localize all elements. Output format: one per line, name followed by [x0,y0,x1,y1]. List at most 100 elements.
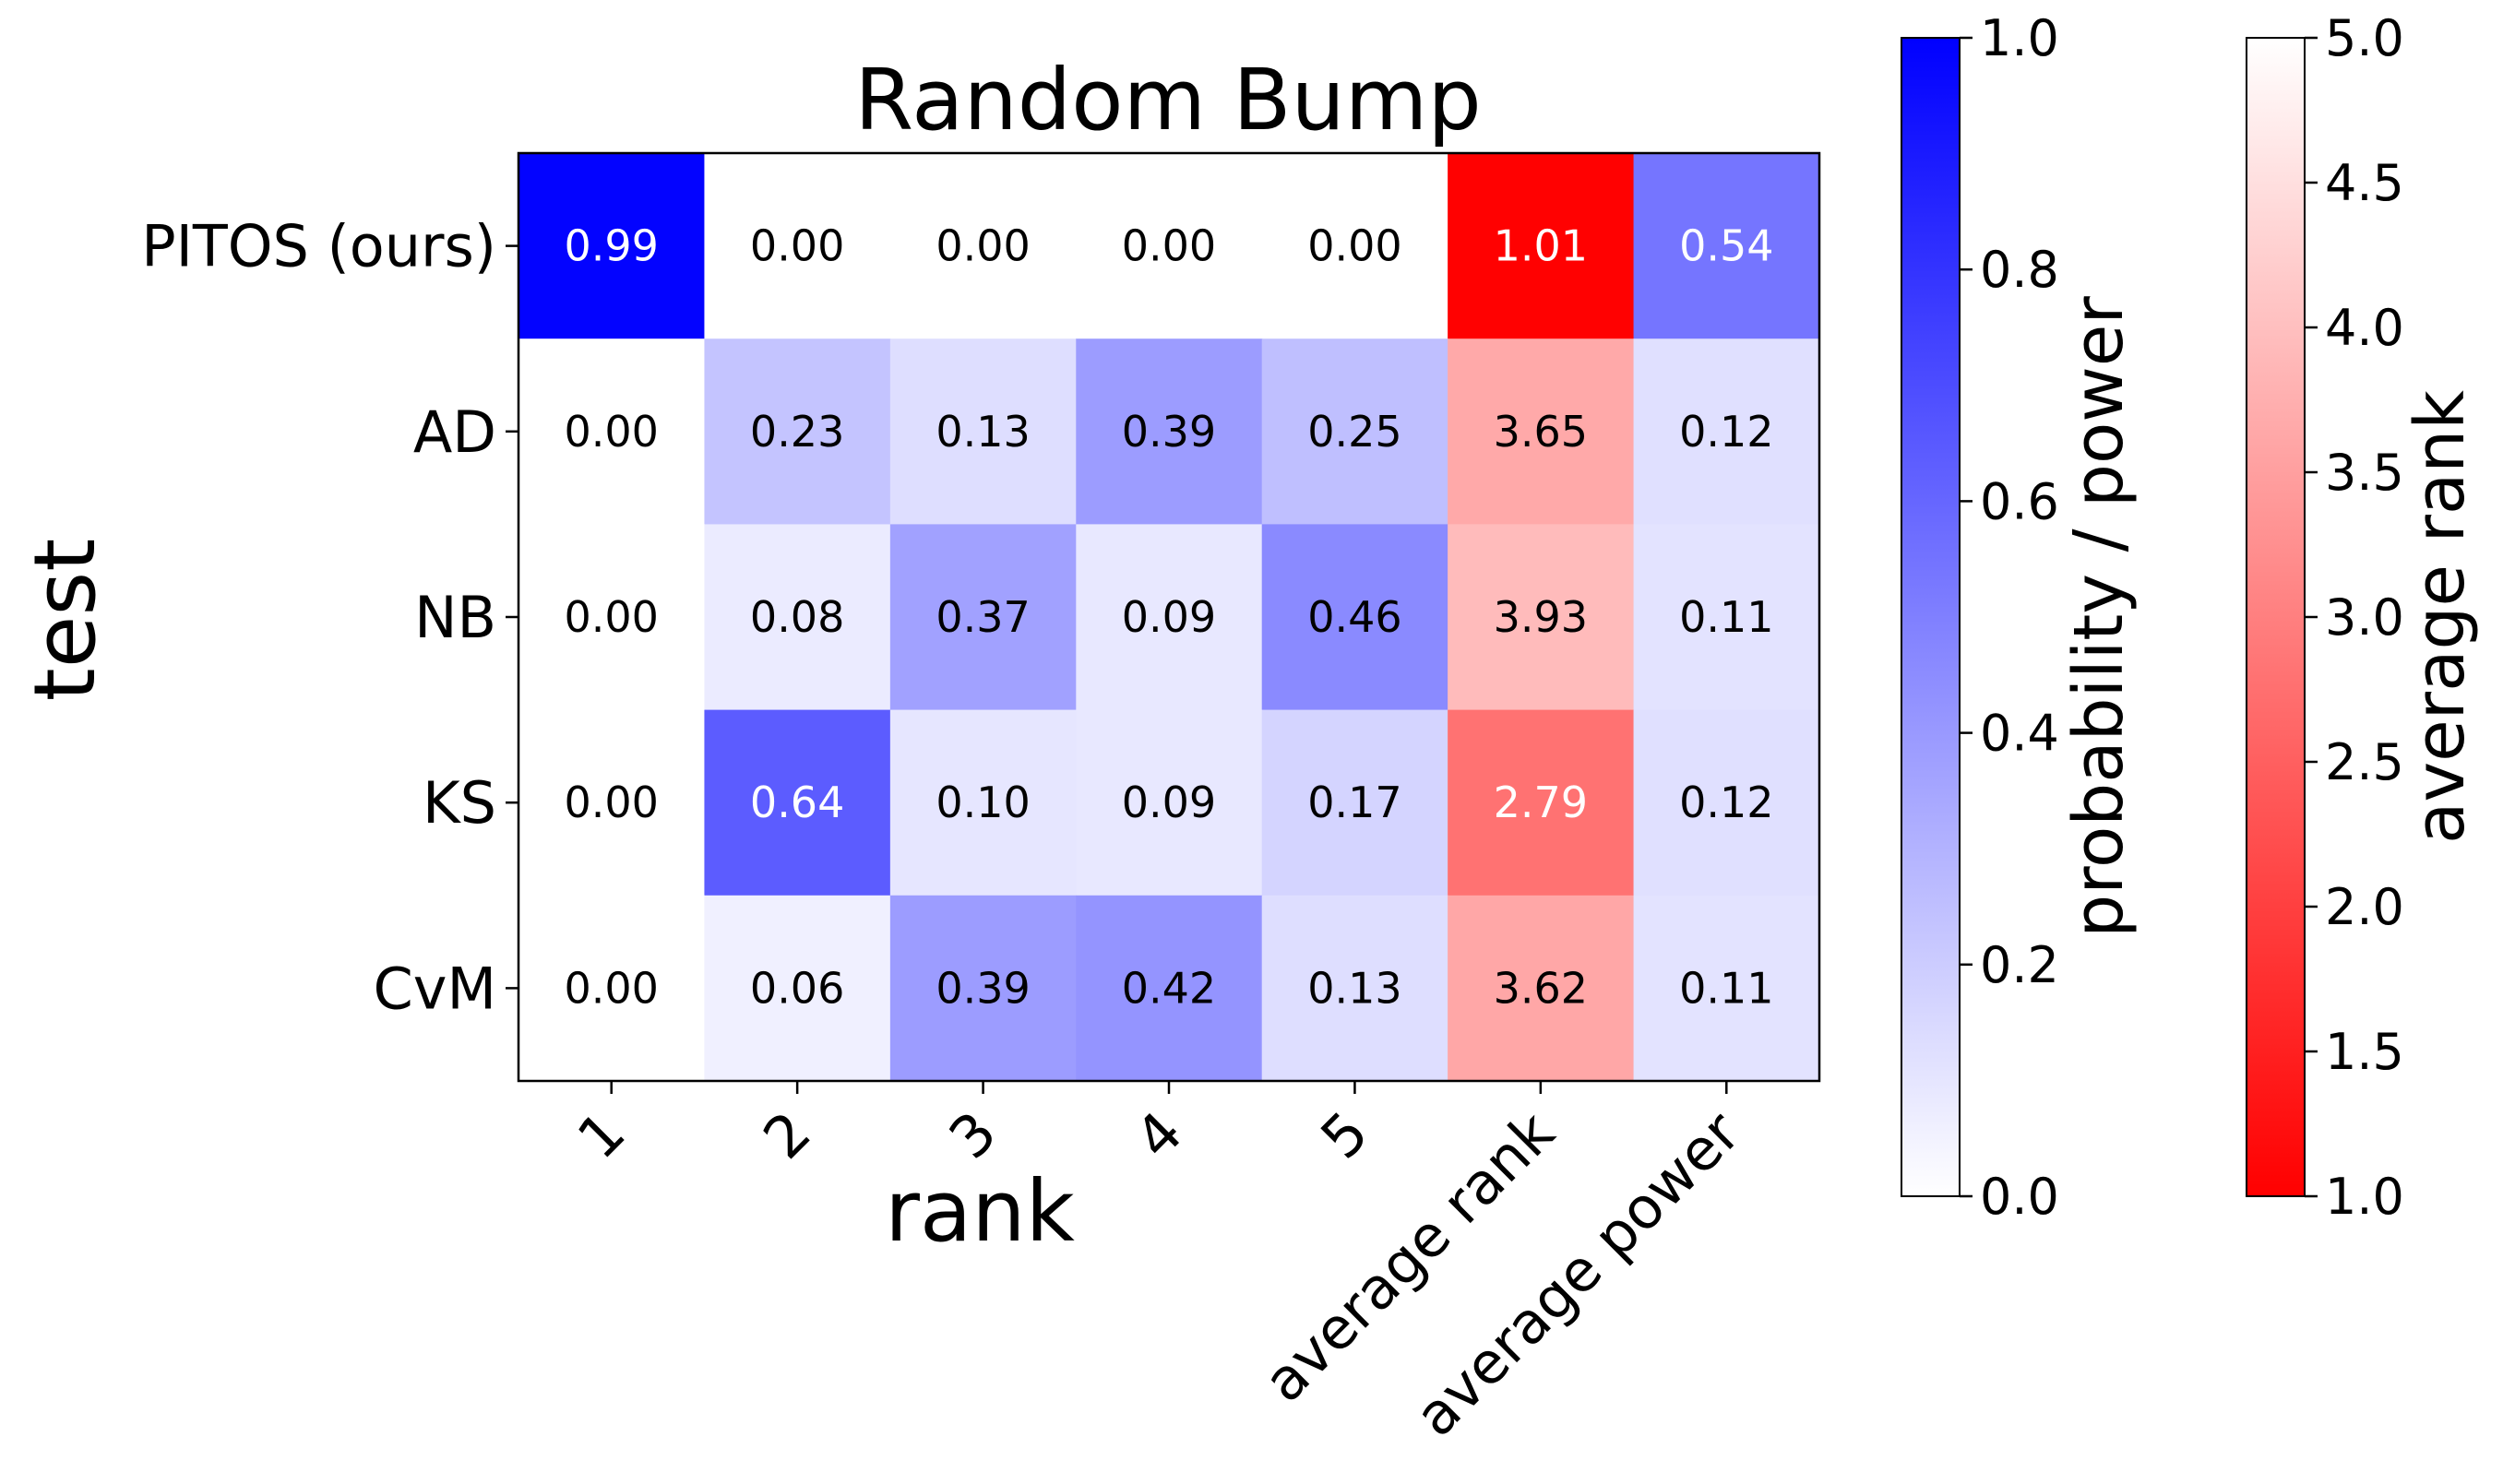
colorbar-probability-ticks: 0.0 0.2 0.4 0.6 0.8 1.0 [1960,9,2059,1226]
cell-value-label: 0.00 [564,407,658,457]
heatmap-cell [704,153,891,339]
heatmap-cells: 0.99 0.00 0.00 0.00 0.00 1.01 0.54 0.00 0.23 0.13… [518,153,1820,1082]
heatmap-cell [1633,524,1820,711]
heatmap-cell [1261,524,1448,711]
x-tick-label: average power [1401,1098,1753,1450]
cell-value-label: 0.17 [1307,778,1401,827]
x-tick-label: 5 [1308,1098,1382,1172]
cell-value-label: 0.12 [1679,407,1773,457]
colorbar-probability [1901,37,1961,1197]
heatmap-cell [704,709,891,896]
cell-value-label: 0.00 [1122,221,1216,271]
cell-value-label: 0.10 [936,778,1030,827]
y-tick-label: PITOS (ours) [141,213,496,280]
heatmap-cell [1633,338,1820,525]
cell-value-label: 0.46 [1307,592,1401,642]
heatmap-cell [889,524,1077,711]
colorbar-tick-label: 1.0 [1980,9,2059,67]
colorbar-tick-label: 2.0 [2325,878,2404,936]
heatmap-cell [518,153,706,339]
colorbar-tick-label: 2.5 [2325,733,2404,791]
cell-value-label: 0.11 [1679,963,1773,1013]
y-tick-label: CvM [374,955,496,1022]
heatmap-cell [518,524,706,711]
heatmap-cell [1448,524,1635,711]
cell-value-label: 0.13 [1307,963,1401,1013]
cell-value-label: 0.09 [1122,592,1216,642]
heatmap-cell [1076,709,1263,896]
colorbar-tick-label: 3.0 [2325,588,2404,647]
heatmap-cell [1261,895,1448,1082]
colorbar-rank-ticks: 1.0 1.5 2.0 2.5 3.0 3.5 4.0 4.5 5.0 [2305,9,2404,1226]
cell-value-label: 3.65 [1494,407,1588,457]
colorbar-tick-label: 1.0 [2325,1168,2404,1226]
cell-value-label: 0.13 [936,407,1030,457]
cell-value-label: 0.09 [1122,778,1216,827]
heatmap-cell [518,338,706,525]
colorbar-probability-label: probability / power [2059,296,2139,938]
colorbar-rank-label: average rank [2401,390,2480,844]
heatmap-cell [889,153,1077,339]
cell-value-label: 0.39 [1122,407,1216,457]
y-tick-label: NB [414,584,496,651]
y-axis-label: test [16,539,114,702]
heatmap-cell [518,895,706,1082]
cell-value-label: 0.00 [564,592,658,642]
cell-value-label: 0.23 [750,407,844,457]
cell-value-label: 0.42 [1122,963,1216,1013]
cell-value-label: 3.62 [1494,963,1588,1013]
heatmap-cell [518,709,706,896]
heatmap-cell [1448,709,1635,896]
y-tick-labels: PITOS (ours) AD NB KS CvM [141,213,518,1022]
colorbar-tick-label: 1.5 [2325,1023,2404,1081]
y-tick-label: KS [423,769,496,837]
x-tick-label: 4 [1122,1098,1196,1172]
heatmap-cell [1448,895,1635,1082]
cell-value-label: 0.11 [1679,592,1773,642]
cell-value-label: 0.39 [936,963,1030,1013]
cell-value-label: 0.37 [936,592,1030,642]
heatmap-cell [1076,895,1263,1082]
heatmap-cell [1633,895,1820,1082]
heatmap-cell [1261,709,1448,896]
cell-value-label: 0.06 [750,963,844,1013]
cell-value-label: 0.12 [1679,778,1773,827]
heatmap-cell [704,524,891,711]
colorbar-tick-label: 4.5 [2325,154,2404,212]
y-tick-label: AD [413,398,496,466]
x-tick-label: 3 [936,1098,1010,1172]
cell-value-label: 0.00 [564,963,658,1013]
colorbar-tick-label: 0.2 [1980,936,2059,994]
cell-value-label: 0.00 [750,221,844,271]
cell-value-label: 0.25 [1307,407,1401,457]
colorbar-tick-label: 0.8 [1980,241,2059,299]
cell-value-label: 0.00 [1307,221,1401,271]
cell-value-label: 0.64 [750,778,844,827]
colorbar-tick-label: 4.0 [2325,299,2404,357]
heatmap-cell [889,895,1077,1082]
x-axis-label: rank [885,1162,1076,1261]
cell-value-label: 0.54 [1679,221,1773,271]
heatmap-cell [1076,524,1263,711]
heatmap-cell [704,338,891,525]
heatmap-cell [1633,709,1820,896]
x-tick-label: 2 [750,1098,824,1172]
heatmap-cell [1633,153,1820,339]
colorbar-tick-label: 5.0 [2325,9,2404,67]
heatmap-cell [1261,338,1448,525]
cell-value-label: 0.00 [936,221,1030,271]
cell-value-label: 1.01 [1494,221,1588,271]
cell-value-label: 2.79 [1494,778,1588,827]
cell-value-label: 0.99 [564,221,658,271]
heatmap-cell [1448,153,1635,339]
x-tick-label: 1 [565,1098,638,1172]
heatmap-cell [1076,153,1263,339]
cell-value-label: 0.08 [750,592,844,642]
heatmap-cell [889,709,1077,896]
cell-value-label: 0.00 [564,778,658,827]
heatmap-cell [889,338,1077,525]
heatmap-cell [1261,153,1448,339]
colorbar-tick-label: 3.5 [2325,444,2404,502]
